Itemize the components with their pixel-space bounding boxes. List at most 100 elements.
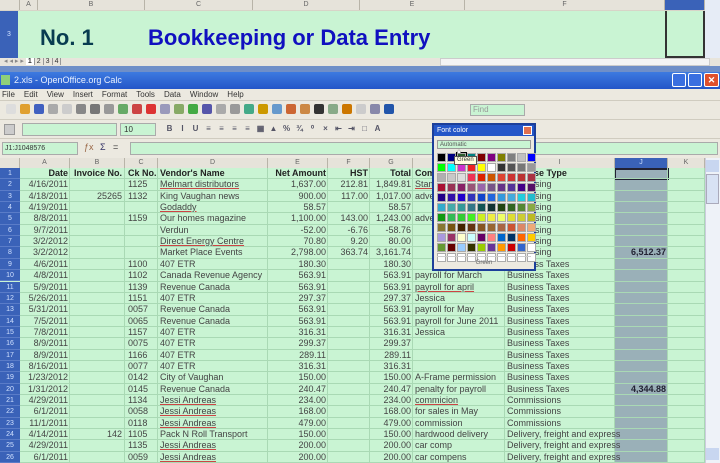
color-swatch[interactable] (487, 153, 496, 162)
column-header-selected[interactable] (665, 0, 705, 10)
cell-c[interactable]: 0065 (128, 315, 149, 326)
color-swatch[interactable] (487, 193, 496, 202)
color-swatch[interactable] (457, 253, 466, 262)
color-swatch[interactable] (497, 163, 506, 172)
color-swatch[interactable] (457, 193, 466, 202)
cell-d[interactable]: Jessi Andreas (160, 451, 217, 462)
color-swatch[interactable] (517, 213, 526, 222)
cell-e[interactable]: -52.00 (300, 224, 326, 235)
menu-insert[interactable]: Insert (72, 90, 93, 99)
cell-e[interactable]: 150.00 (298, 372, 326, 383)
equals-icon[interactable]: = (113, 142, 119, 152)
cell-f[interactable]: -6.76 (347, 224, 368, 235)
cell-d[interactable]: Jessi Andreas (160, 406, 217, 417)
cell-f[interactable]: 212.81 (340, 179, 368, 190)
cell-a[interactable]: 4/29/2011 (28, 440, 68, 451)
toolbar-button-icon[interactable] (244, 104, 254, 115)
cell-g[interactable]: 200.00 (383, 440, 411, 451)
header-cell[interactable]: HST (350, 168, 368, 178)
cell-d[interactable]: Jessi Andreas (160, 417, 217, 428)
color-swatch[interactable] (497, 183, 506, 192)
cell-h[interactable]: penalty for payroll (415, 383, 487, 394)
cell-e[interactable]: 289.11 (299, 349, 326, 360)
row-header[interactable]: 25 (0, 440, 20, 452)
row-header[interactable]: 10 (0, 270, 20, 282)
toolbar-button-icon[interactable] (272, 104, 282, 115)
toolbar-button-icon[interactable] (328, 104, 338, 115)
toolbar-button-icon[interactable] (314, 104, 324, 115)
color-swatch[interactable] (517, 173, 526, 182)
cell-e[interactable]: 316.31 (298, 360, 326, 371)
color-swatch[interactable] (467, 173, 476, 182)
corner-cell[interactable] (0, 158, 20, 168)
find-field[interactable]: Find (470, 104, 525, 116)
row-header[interactable]: 20 (0, 383, 20, 395)
cell-a[interactable]: 4/18/2011 (28, 190, 68, 201)
color-swatch[interactable] (487, 183, 496, 192)
row-header[interactable]: 23 (0, 417, 20, 430)
row-header[interactable]: 8 (0, 247, 20, 259)
cell-c[interactable]: 1166 (128, 349, 148, 360)
cell-i[interactable]: Delivery, freight and express (507, 451, 621, 462)
cell-i[interactable]: Business Taxes (507, 315, 570, 326)
toolbar-button-icon[interactable] (202, 104, 212, 115)
color-swatch[interactable] (517, 233, 526, 242)
cell-e[interactable]: 234.00 (298, 395, 326, 405)
cell-a[interactable]: 4/6/2011 (33, 258, 68, 269)
cell-g[interactable]: 563.91 (383, 281, 411, 292)
color-swatch[interactable] (497, 223, 506, 232)
cell-a[interactable]: 4/29/2011 (28, 395, 68, 405)
row-header[interactable]: 7 (0, 236, 20, 248)
toolbar-button-icon[interactable] (62, 104, 72, 115)
cell-e[interactable]: 563.91 (298, 315, 326, 326)
color-swatch[interactable] (457, 213, 466, 222)
toolbar-button-icon[interactable] (216, 104, 226, 115)
color-swatch[interactable] (437, 153, 446, 162)
color-swatch[interactable] (527, 173, 536, 182)
color-swatch[interactable] (477, 203, 486, 212)
cell-g[interactable]: 563.91 (383, 315, 411, 326)
row-header[interactable]: 11 (0, 281, 20, 293)
color-swatch[interactable] (497, 153, 506, 162)
color-swatch[interactable] (447, 193, 456, 202)
align-left-icon[interactable]: ≡ (206, 124, 211, 133)
toolbar-button-icon[interactable] (188, 104, 198, 115)
row-header[interactable]: 18 (0, 360, 20, 373)
row-header[interactable]: 19 (0, 372, 20, 384)
toolbar-button-icon[interactable] (342, 104, 352, 115)
add-decimal-icon[interactable]: ⁰ (310, 124, 315, 133)
color-swatch[interactable] (457, 223, 466, 232)
column-header-k[interactable]: K (668, 158, 705, 168)
cell-i[interactable]: Business Taxes (507, 372, 570, 383)
align-right-icon[interactable]: ≡ (232, 124, 237, 133)
menu-window[interactable]: Window (189, 90, 219, 99)
color-swatch[interactable] (467, 223, 476, 232)
menu-data[interactable]: Data (163, 90, 181, 99)
cell-e[interactable]: 900.00 (298, 190, 326, 201)
cell-e[interactable]: 240.47 (298, 383, 326, 394)
cell-c[interactable]: 0075 (128, 338, 149, 349)
cell-d[interactable]: Godaddy (160, 202, 197, 213)
cell-g[interactable]: 563.91 (383, 270, 411, 281)
color-swatch[interactable] (487, 223, 496, 232)
cell-g[interactable]: 150.00 (383, 429, 411, 440)
color-swatch[interactable] (497, 173, 506, 182)
color-swatch[interactable] (447, 183, 456, 192)
color-swatch[interactable] (447, 253, 456, 262)
header-cell[interactable]: Total (390, 168, 411, 178)
cell-a[interactable]: 7/5/2011 (33, 315, 68, 326)
cell-g[interactable]: 479.00 (383, 417, 411, 428)
column-header-d[interactable]: D (158, 158, 268, 168)
cell-i[interactable]: Business Taxes (507, 270, 570, 281)
color-swatch[interactable] (477, 243, 486, 252)
color-swatch[interactable] (507, 253, 516, 262)
color-swatch[interactable] (527, 253, 536, 262)
column-header-i[interactable]: I (505, 158, 615, 168)
cell-e[interactable]: 479.00 (298, 417, 326, 428)
row-header[interactable]: 6 (0, 224, 20, 237)
cell-a[interactable]: 9/7/2011 (33, 224, 68, 235)
cell-i[interactable]: Business Taxes (507, 304, 570, 315)
row-header[interactable]: 3 (0, 190, 20, 203)
toolbar-button-icon[interactable] (146, 104, 156, 115)
cell-i[interactable]: Business Taxes (507, 292, 570, 303)
